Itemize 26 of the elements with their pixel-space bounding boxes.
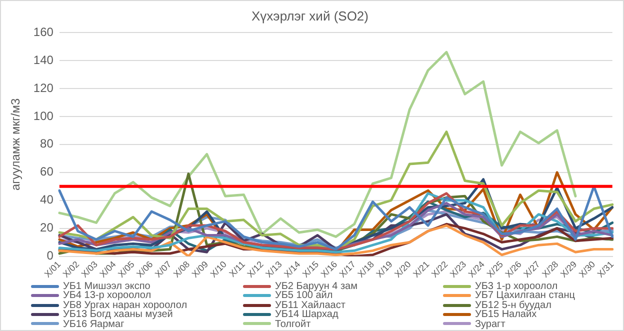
legend-label: УБ7 Цахилгаан станц (474, 290, 576, 302)
chart-title: Хүхэрлэг хий (SO2) (252, 8, 368, 24)
legend-label: УБ4 13-р хороолол (62, 290, 152, 302)
legend-label: Толгойт (274, 318, 311, 330)
legend-label: УБ5 100 айл (274, 290, 333, 302)
legend-label: Зурагт (474, 318, 506, 330)
y-tick-label: 20 (40, 220, 54, 235)
y-tick-label: 0 (46, 248, 54, 263)
y-axis-title: агууламж мкг/м3 (8, 98, 23, 191)
y-tick-label: 40 (40, 192, 54, 207)
y-tick-label: 80 (40, 136, 54, 151)
y-tick-label: 160 (33, 24, 54, 39)
legend-label: УБ1 Мишээл экспо (62, 281, 152, 292)
y-tick-label: 120 (33, 80, 54, 95)
y-tick-label: 140 (33, 52, 54, 67)
legend-label: УБ2 Баруун 4 зам (274, 281, 358, 292)
y-tick-label: 100 (33, 108, 54, 123)
legend-label: УБ13 Богд хааны музей (62, 309, 173, 320)
legend-label: УБ15 Налайх (474, 309, 537, 320)
y-tick-label: 60 (40, 164, 54, 179)
legend-label: УБ8 Ургах наран хороолол (62, 300, 188, 311)
legend-label: УБ16 Яармаг (62, 318, 126, 330)
legend-label: УБ12 5-н буудал (474, 300, 552, 311)
legend-label: УБ14 Шархад (274, 309, 340, 320)
legend-label: УБ3 1-р хороолол (474, 281, 559, 292)
legend-label: УБ11 Хайлааст (274, 300, 346, 311)
